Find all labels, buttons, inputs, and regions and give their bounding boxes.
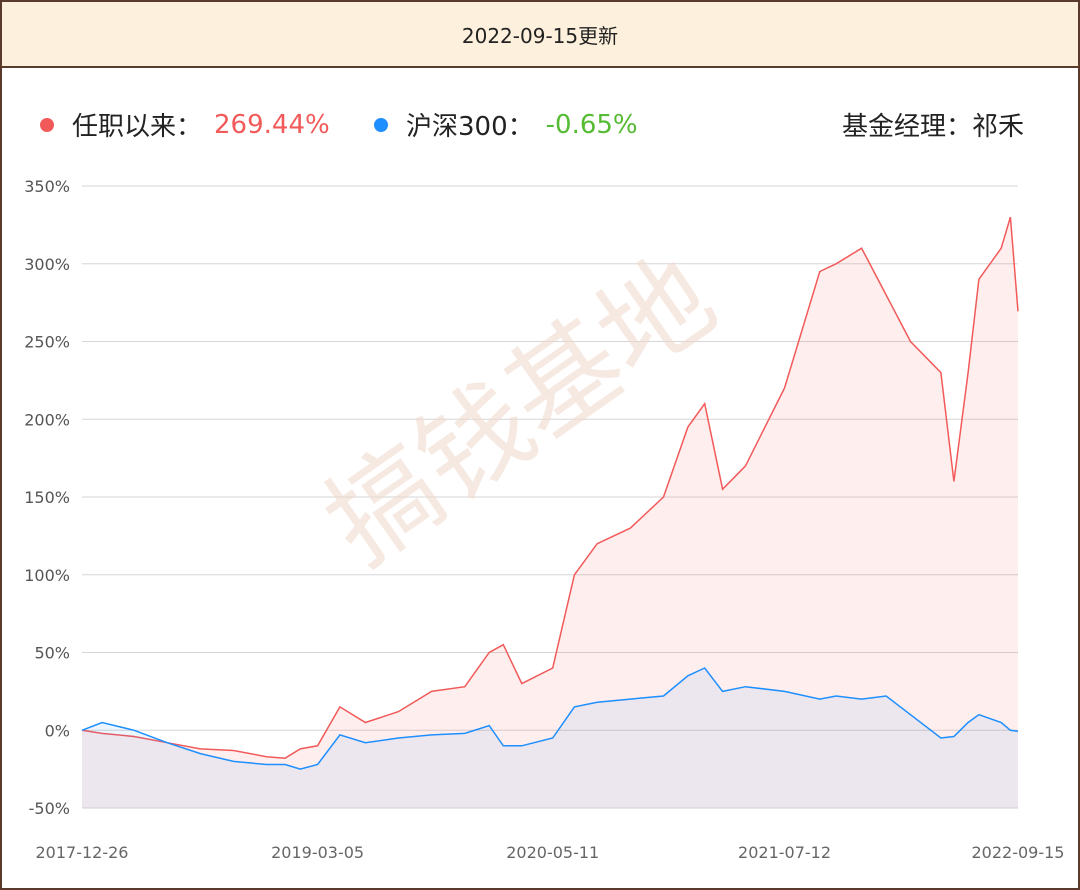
- legend-item-fund: 任职以来： 269.44%: [40, 106, 330, 143]
- series-layer: [81, 216, 1019, 809]
- y-tick-label: 100%: [24, 566, 70, 585]
- series-area-fund: [82, 217, 1018, 809]
- x-tick-label: 2019-03-05: [271, 843, 364, 862]
- x-tick-label: 2022-09-15: [972, 843, 1065, 862]
- y-tick-label: 0%: [45, 721, 70, 740]
- y-tick-label: 50%: [34, 644, 70, 663]
- x-tick-label: 2020-05-11: [506, 843, 599, 862]
- series-line-fund: [81, 216, 1019, 759]
- x-tick-label: 2017-12-26: [36, 843, 129, 862]
- index-label: 沪深300：: [406, 112, 534, 142]
- x-tick-label: 2021-07-12: [738, 843, 831, 862]
- fund-return-value: 269.44%: [214, 109, 330, 140]
- index-dot-icon: [374, 117, 388, 132]
- legend: 任职以来： 269.44% 沪深300： -0.65% 基金经理：祁禾: [2, 106, 1078, 142]
- y-tick-label: 250%: [24, 333, 70, 352]
- legend-item-index: 沪深300： -0.65%: [374, 106, 638, 143]
- fund-manager-label: 基金经理：祁禾: [841, 112, 1024, 142]
- series-line-index: [81, 667, 1019, 770]
- y-tick-label: -50%: [29, 799, 70, 818]
- y-tick-label: 200%: [24, 410, 70, 429]
- series-area-index: [82, 668, 1018, 808]
- update-date-header: 2022-09-15更新: [2, 2, 1078, 68]
- index-return-value: -0.65%: [545, 109, 638, 140]
- y-tick-label: 300%: [24, 255, 70, 274]
- axis-layer: 350% 300% 250% 200% 150% 100% 50% 0% -50% 2017-12…: [24, 177, 1064, 862]
- fund-dot-icon: [40, 117, 54, 132]
- y-tick-label: 150%: [24, 488, 70, 507]
- y-tick-label: 350%: [24, 177, 70, 196]
- fund-label: 任职以来：: [72, 112, 203, 142]
